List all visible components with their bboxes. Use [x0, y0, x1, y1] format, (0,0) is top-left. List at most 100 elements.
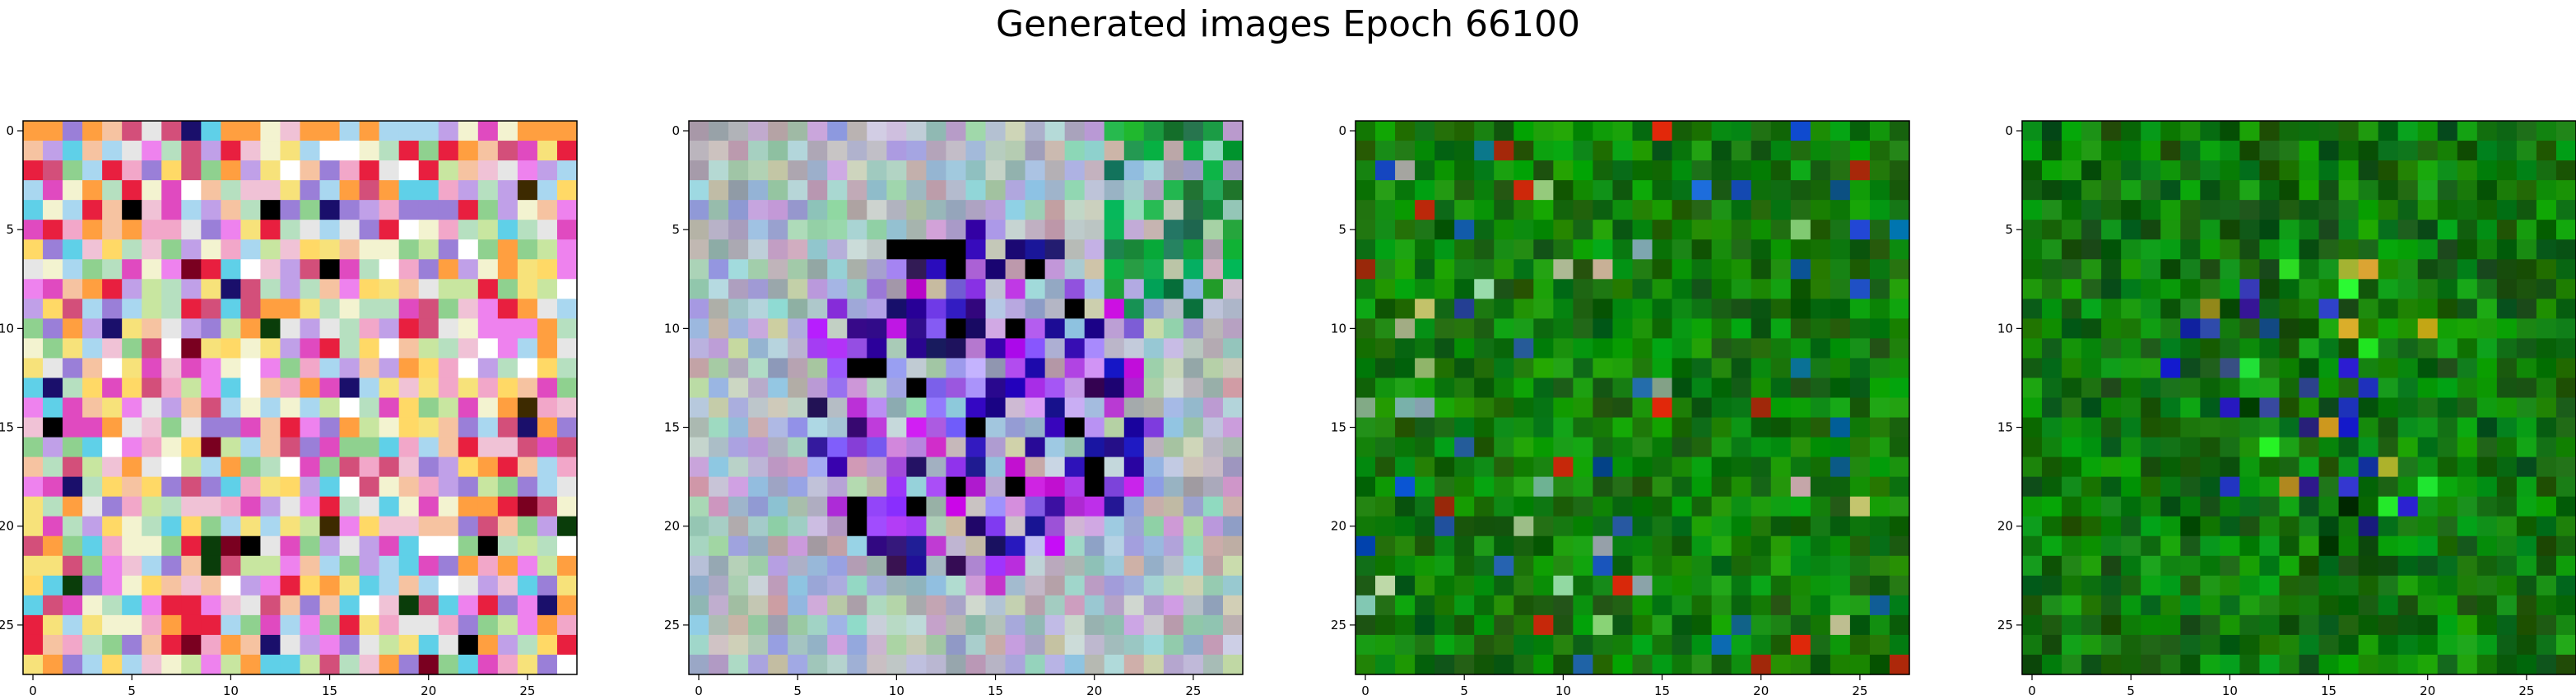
- pixel-cell: [1593, 239, 1614, 260]
- pixel-cell: [556, 456, 578, 478]
- pixel-cell: [1222, 378, 1244, 399]
- pixel-cell: [2239, 121, 2261, 141]
- pixel-cell: [418, 476, 439, 498]
- pixel-cell: [201, 634, 221, 656]
- pixel-cell: [1652, 318, 1673, 339]
- pixel-cell: [1849, 259, 1871, 280]
- pixel-cell: [867, 397, 887, 419]
- pixel-cell: [2358, 239, 2379, 260]
- y-tick-label: 5: [2005, 222, 2013, 237]
- pixel-cell: [1691, 535, 1713, 557]
- pixel-cell: [985, 358, 1007, 379]
- pixel-cell: [1163, 575, 1184, 596]
- pixel-cell: [1731, 496, 1752, 517]
- pixel-cell: [1084, 614, 1105, 636]
- pixel-cell: [946, 555, 967, 577]
- pixel-cell: [102, 279, 123, 299]
- pixel-cell: [2220, 614, 2240, 636]
- pixel-cell: [1652, 121, 1673, 141]
- pixel-cell: [946, 160, 967, 181]
- pixel-cell: [788, 614, 808, 636]
- pixel-cell: [1005, 160, 1026, 181]
- pixel-cell: [161, 378, 182, 399]
- pixel-cell: [1593, 259, 1614, 280]
- pixel-cell: [867, 417, 887, 438]
- pixel-cell: [1672, 200, 1693, 220]
- pixel-cell: [497, 160, 518, 181]
- pixel-cell: [1355, 535, 1376, 557]
- pixel-cell: [359, 575, 380, 596]
- pixel-cell: [965, 516, 987, 537]
- pixel-cell: [63, 456, 83, 478]
- pixel-cell: [359, 654, 380, 675]
- pixel-cell: [1731, 456, 1752, 478]
- pixel-cell: [398, 555, 420, 577]
- pixel-cell: [1849, 318, 1871, 339]
- pixel-cell: [1533, 121, 1554, 141]
- pixel-cell: [517, 535, 538, 557]
- pixel-cell: [1810, 516, 1831, 537]
- pixel-cell: [1770, 279, 1792, 299]
- pixel-cell: [2378, 496, 2399, 517]
- pixel-cell: [1183, 338, 1204, 359]
- pixel-cell: [2318, 279, 2340, 299]
- pixel-cell: [1202, 279, 1224, 299]
- pixel-cell: [1143, 575, 1165, 596]
- pixel-cell: [1691, 437, 1713, 458]
- pixel-cell: [689, 299, 709, 319]
- pixel-cell: [1064, 160, 1086, 181]
- pixel-cell: [1163, 456, 1184, 478]
- pixel-cell: [689, 437, 709, 458]
- pixel-cell: [2101, 318, 2122, 339]
- pixel-cell: [2476, 279, 2498, 299]
- pixel-cell: [1889, 338, 1910, 359]
- pixel-cell: [926, 476, 947, 498]
- pixel-cell: [2081, 141, 2102, 161]
- pixel-cell: [1222, 239, 1244, 260]
- pixel-cell: [788, 555, 808, 577]
- pixel-cell: [2437, 160, 2458, 181]
- pixel-cell: [300, 654, 321, 675]
- pixel-cell: [1573, 614, 1594, 636]
- pixel-cell: [2200, 634, 2220, 656]
- pixel-cell: [1084, 200, 1105, 220]
- pixel-cell: [221, 614, 241, 636]
- pixel-cell: [43, 417, 63, 438]
- pixel-cell: [556, 614, 578, 636]
- pixel-cell: [1810, 141, 1831, 161]
- pixel-cell: [1355, 595, 1376, 616]
- pixel-cell: [1474, 220, 1495, 240]
- pixel-cell: [1889, 259, 1910, 280]
- pixel-cell: [2555, 476, 2576, 498]
- pixel-cell: [23, 456, 44, 478]
- pixel-cell: [1222, 437, 1244, 458]
- pixel-cell: [886, 456, 907, 478]
- pixel-cell: [2062, 141, 2082, 161]
- pixel-cell: [82, 456, 103, 478]
- pixel-cell: [1044, 239, 1066, 260]
- pixel-cell: [847, 358, 867, 379]
- pixel-cell: [497, 614, 518, 636]
- pixel-cell: [300, 358, 321, 379]
- pixel-cell: [1790, 200, 1811, 220]
- pixel-cell: [788, 476, 808, 498]
- pixel-cell: [1533, 338, 1554, 359]
- pixel-cell: [1889, 239, 1910, 260]
- pixel-cell: [1849, 456, 1871, 478]
- pixel-cell: [1810, 279, 1831, 299]
- pixel-cell: [1711, 595, 1732, 616]
- pixel-cell: [728, 397, 749, 419]
- pixel-cell: [689, 121, 709, 141]
- pixel-cell: [517, 180, 538, 201]
- pixel-cell: [2397, 358, 2419, 379]
- pixel-cell: [1454, 535, 1475, 557]
- pixel-cell: [2378, 220, 2399, 240]
- pixel-cell: [2358, 437, 2379, 458]
- pixel-cell: [946, 121, 967, 141]
- pixel-cell: [748, 318, 769, 339]
- pixel-cell: [2141, 220, 2161, 240]
- pixel-cell: [2042, 535, 2062, 557]
- pixel-cell: [260, 634, 281, 656]
- pixel-cell: [201, 220, 221, 240]
- pixel-cell: [556, 338, 578, 359]
